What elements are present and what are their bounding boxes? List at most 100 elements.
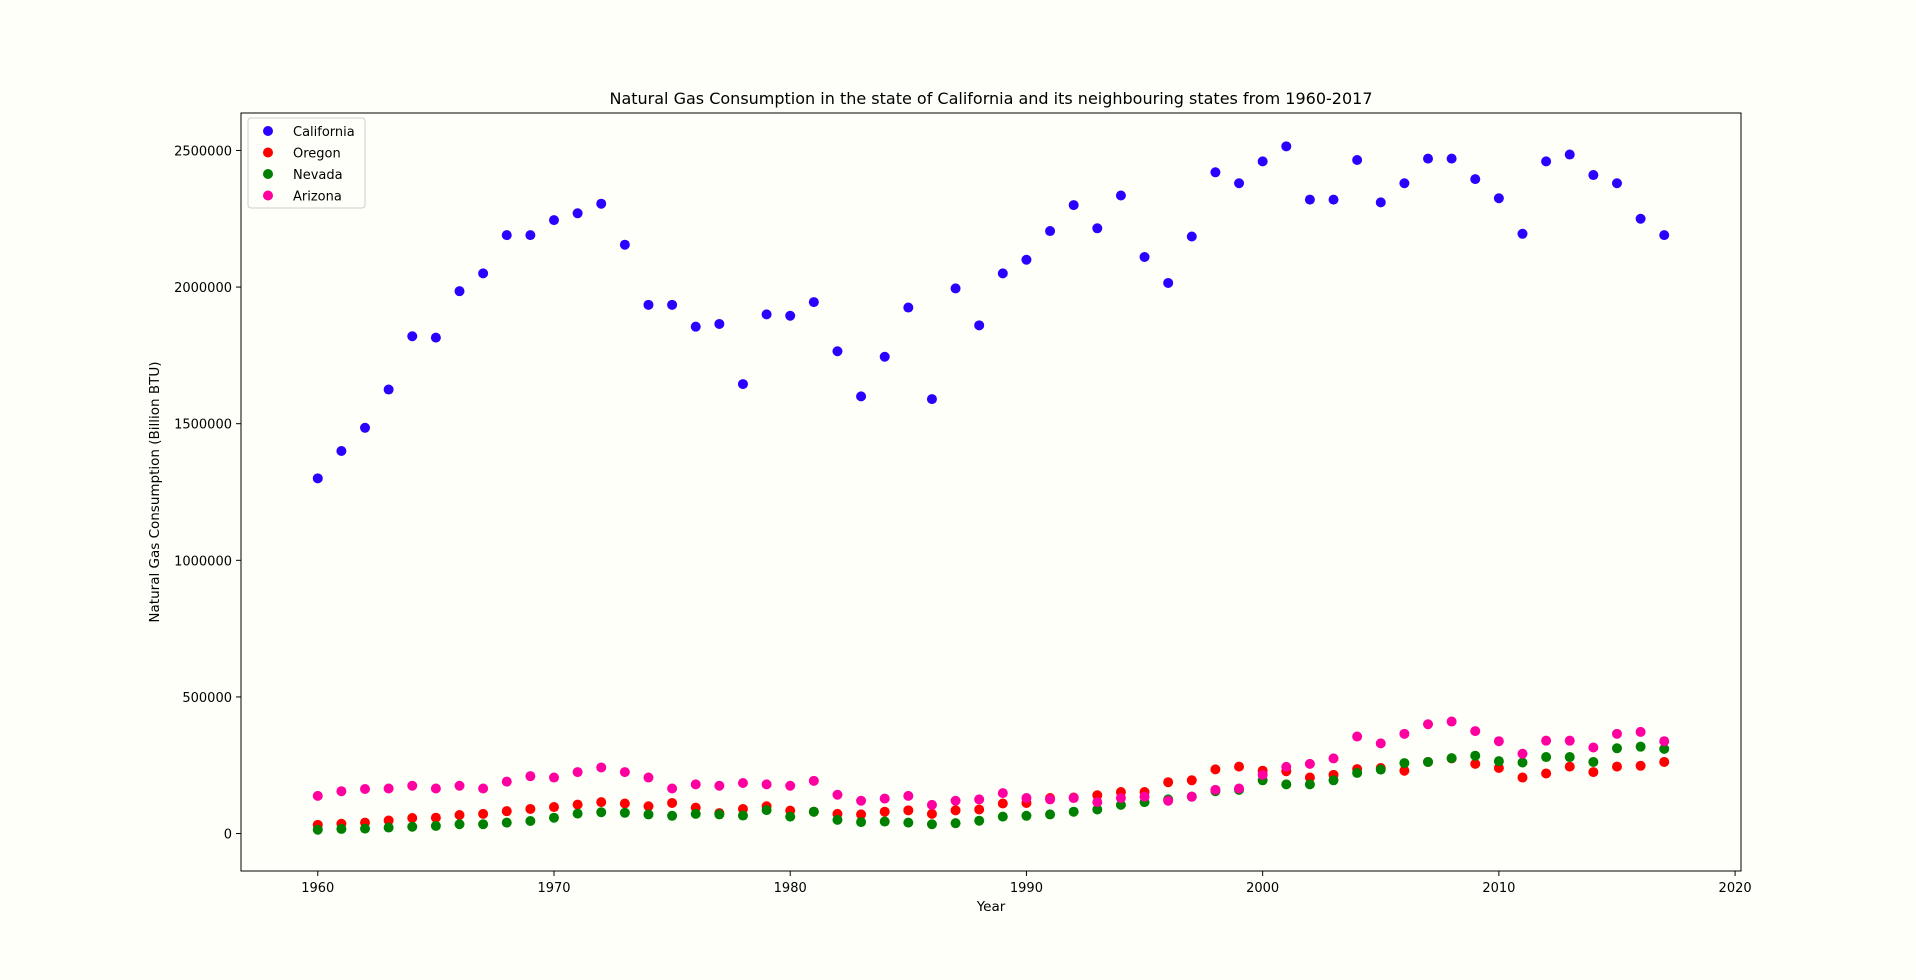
data-point	[360, 422, 371, 433]
data-point	[596, 762, 607, 773]
data-point	[1092, 223, 1103, 234]
data-point	[336, 446, 347, 457]
data-point	[856, 391, 867, 402]
series-oregon	[312, 753, 1670, 830]
data-point	[1446, 716, 1457, 727]
data-point	[1493, 756, 1504, 767]
data-point	[808, 775, 819, 786]
data-point	[525, 803, 536, 814]
data-point	[548, 772, 559, 783]
data-point	[714, 809, 725, 820]
data-point	[383, 384, 394, 395]
y-tick-label: 0	[224, 828, 232, 843]
data-point	[1352, 767, 1363, 778]
legend-marker	[263, 190, 273, 201]
data-point	[926, 799, 937, 810]
data-point	[1659, 736, 1670, 747]
data-point	[548, 812, 559, 823]
data-point	[926, 819, 937, 830]
data-point	[1281, 141, 1292, 152]
data-point	[1470, 174, 1481, 185]
data-point	[383, 815, 394, 826]
data-point	[1399, 178, 1410, 189]
data-point	[1210, 167, 1221, 178]
data-point	[1659, 230, 1670, 241]
data-point	[856, 817, 867, 828]
data-point	[879, 351, 890, 362]
plot-area	[240, 112, 1742, 872]
data-point	[1186, 791, 1197, 802]
data-point	[1541, 735, 1552, 746]
data-point	[1541, 752, 1552, 763]
data-point	[808, 297, 819, 308]
data-point	[312, 790, 323, 801]
data-point	[1517, 772, 1528, 783]
data-point	[737, 379, 748, 390]
data-point	[1210, 764, 1221, 775]
y-tick-label: 2000000	[174, 281, 232, 296]
x-axis: 1960 1970 1980 1990 2000 2010 2020	[301, 871, 1752, 896]
data-point	[1588, 756, 1599, 767]
data-point	[478, 783, 489, 794]
data-point	[643, 772, 654, 783]
data-point	[974, 794, 985, 805]
data-point	[856, 809, 867, 820]
data-points	[312, 141, 1670, 835]
data-point	[1659, 743, 1670, 754]
data-point	[1257, 769, 1268, 780]
legend-marker	[263, 147, 273, 158]
data-point	[1588, 767, 1599, 778]
data-point	[525, 771, 536, 782]
data-point	[1186, 775, 1197, 786]
data-point	[1423, 153, 1434, 164]
data-point	[478, 268, 489, 279]
data-point	[1446, 153, 1457, 164]
data-point	[737, 810, 748, 821]
data-point	[997, 811, 1008, 822]
data-point	[1446, 753, 1457, 764]
data-point	[903, 805, 914, 816]
data-point	[1564, 752, 1575, 763]
data-point	[1635, 741, 1646, 752]
data-point	[785, 310, 796, 321]
data-point	[548, 802, 559, 813]
data-point	[1163, 777, 1174, 788]
data-point	[548, 215, 559, 226]
data-point	[761, 779, 772, 790]
data-point	[478, 808, 489, 819]
data-point	[1399, 758, 1410, 769]
data-point	[974, 320, 985, 331]
data-point	[312, 473, 323, 484]
data-point	[690, 808, 701, 819]
data-point	[1163, 795, 1174, 806]
data-point	[572, 208, 583, 219]
data-point	[1611, 743, 1622, 754]
data-point	[525, 815, 536, 826]
x-axis-label: Year	[976, 899, 1006, 915]
data-point	[974, 804, 985, 815]
data-point	[832, 789, 843, 800]
data-point	[1635, 760, 1646, 771]
data-point	[856, 795, 867, 806]
data-point	[1611, 761, 1622, 772]
x-tick-label: 2020	[1719, 881, 1752, 896]
data-point	[903, 817, 914, 828]
data-point	[1493, 736, 1504, 747]
data-point	[667, 810, 678, 821]
data-point	[572, 808, 583, 819]
data-point	[1328, 775, 1339, 786]
data-point	[1517, 748, 1528, 759]
data-point	[950, 283, 961, 294]
data-point	[1635, 726, 1646, 737]
data-point	[1635, 213, 1646, 224]
data-point	[832, 346, 843, 357]
data-point	[667, 783, 678, 794]
data-point	[997, 268, 1008, 279]
data-point	[478, 819, 489, 830]
data-point	[1115, 793, 1126, 804]
data-point	[1470, 726, 1481, 737]
chart-title: Natural Gas Consumption in the state of …	[609, 89, 1372, 108]
data-point	[360, 823, 371, 834]
data-point	[1210, 784, 1221, 795]
